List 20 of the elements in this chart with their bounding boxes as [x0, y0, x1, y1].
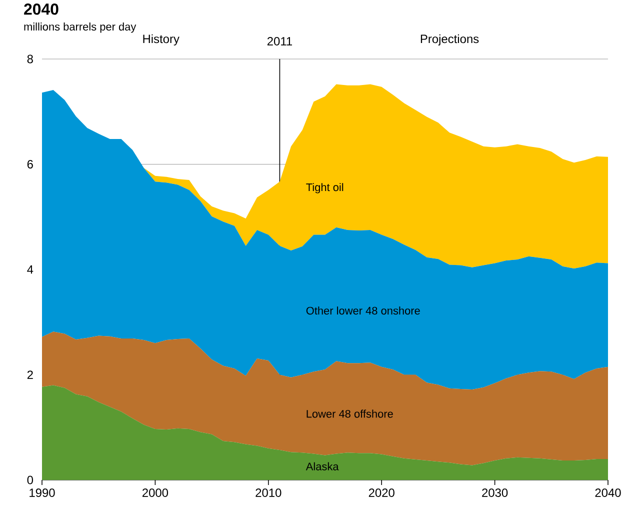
y-tick-label: 0: [27, 476, 34, 484]
x-tick-label: 1990: [30, 488, 55, 497]
y-tick-label: 2: [27, 370, 33, 379]
y-tick-label: 8: [27, 54, 33, 64]
x-tick-label: 2000: [142, 488, 168, 497]
text: History: [143, 34, 180, 46]
x-tick-label: 2010: [256, 488, 282, 497]
chart-title: 2040: [24, 4, 58, 15]
text: Projections: [420, 34, 479, 46]
x-tick-label: 2040: [595, 488, 621, 497]
x-tick-label: 2030: [482, 488, 508, 497]
y-axis-title: millions barrels per day: [24, 22, 136, 33]
ref-line-label: 2011: [267, 37, 292, 46]
series-label: Alaska: [306, 462, 339, 470]
series-label: Other lower 48 onshore: [306, 306, 420, 315]
series-label: Tight oil: [306, 183, 344, 194]
y-tick-label: 6: [27, 160, 33, 168]
x-tick-label: 2020: [368, 488, 394, 497]
series-label: Lower 48 offshore: [306, 410, 393, 418]
y-tick-label: 4: [27, 265, 34, 274]
